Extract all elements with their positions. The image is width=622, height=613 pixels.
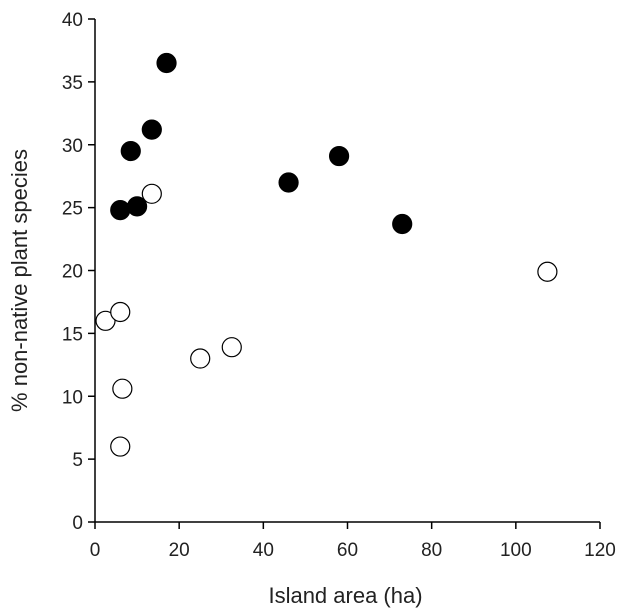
x-axis-title: Island area (ha) (268, 583, 422, 608)
filled-data-point (126, 196, 148, 217)
x-tick-label: 80 (421, 540, 442, 561)
open-data-point (537, 261, 558, 282)
y-tick-label: 25 (62, 199, 83, 220)
y-tick-label: 5 (72, 450, 83, 471)
x-axis: 0 20 40 60 80 100 120 (90, 521, 616, 561)
open-data-point (95, 310, 116, 331)
x-tick-label: 0 (90, 540, 101, 561)
y-tick-label: 35 (62, 73, 83, 94)
y-tick-label: 30 (62, 136, 83, 157)
x-tick-label: 120 (584, 540, 616, 561)
y-tick-label: 15 (62, 324, 83, 345)
y-tick-label: 10 (62, 387, 83, 408)
filled-data-point (141, 119, 162, 140)
data-points (95, 52, 558, 457)
y-ticks: 0 5 10 15 20 25 30 35 40 (62, 10, 95, 534)
open-data-point (141, 183, 162, 204)
filled-data-point (120, 140, 141, 162)
open-data-point (190, 348, 211, 369)
y-axis-title: % non-native plant species (7, 149, 32, 412)
x-tick-label: 100 (500, 540, 532, 561)
x-tick-label: 40 (253, 540, 274, 561)
x-tick-label: 60 (337, 540, 358, 561)
y-tick-label: 0 (72, 513, 83, 534)
y-axis: 0 5 10 15 20 25 30 35 40 (62, 10, 96, 534)
y-tick-label: 20 (62, 262, 83, 283)
filled-data-point (392, 213, 413, 235)
x-ticks: 0 20 40 60 80 100 120 (90, 522, 616, 561)
open-data-point (112, 378, 133, 399)
filled-data-point (110, 200, 131, 221)
filled-data-point (328, 145, 350, 167)
y-tick-label: 40 (62, 10, 83, 31)
open-data-point (221, 337, 242, 358)
open-data-point (110, 436, 131, 457)
x-tick-label: 20 (169, 540, 190, 561)
filled-data-point (278, 172, 299, 193)
open-data-point (110, 301, 131, 323)
filled-data-point (156, 52, 177, 74)
